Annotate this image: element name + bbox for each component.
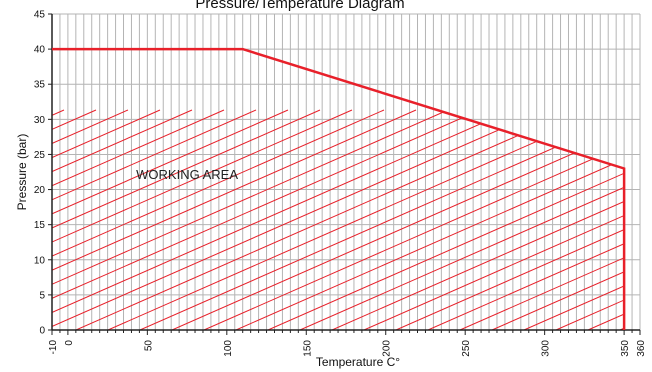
hatch-line — [52, 109, 161, 330]
axes — [48, 13, 641, 335]
hatch-line — [52, 109, 385, 330]
hatch-line — [427, 109, 625, 330]
hatch-line — [52, 109, 545, 330]
hatch-line — [52, 109, 193, 330]
hatch-line — [52, 109, 321, 330]
y-axis-label: Pressure (bar) — [15, 134, 29, 211]
hatch-line — [52, 109, 257, 330]
hatch-line — [267, 109, 625, 330]
working-area-hatch — [52, 109, 625, 330]
hatch-line — [555, 109, 625, 330]
x-tick-labels: -10 0 50 100 150 200 250 300 350 360 — [48, 340, 647, 357]
x-tick-label: 250 — [461, 340, 472, 357]
y-tick-label: 40 — [34, 45, 46, 56]
y-tick-labels: 0 5 10 15 20 25 30 35 40 45 — [34, 10, 46, 337]
hatch-line — [363, 109, 625, 330]
hatch-line — [75, 109, 577, 330]
hatch-line — [331, 109, 625, 330]
y-tick-label: 0 — [39, 326, 45, 337]
hatch-line — [52, 109, 449, 330]
y-tick-label: 35 — [34, 80, 46, 91]
hatch-line — [52, 109, 353, 330]
series-boundary-line — [52, 47, 626, 330]
x-tick-label: -10 — [48, 340, 59, 355]
x-tick-label: 350 — [620, 340, 631, 357]
hatch-line — [523, 109, 625, 330]
hatch-line — [52, 109, 225, 330]
hatch-line — [107, 109, 609, 330]
hatch-line — [139, 109, 625, 330]
y-tick-label: 20 — [34, 185, 46, 196]
hatch-line — [299, 109, 625, 330]
hatch-line — [235, 109, 625, 330]
y-tick-label: 45 — [34, 10, 46, 21]
hatch-line — [52, 109, 513, 330]
hatch-line — [52, 109, 417, 330]
chart-title: Pressure/Temperature Diagram — [195, 0, 404, 12]
x-tick-label: 200 — [382, 340, 393, 357]
x-axis-label: Temperature C° — [316, 355, 400, 369]
hatch-line — [459, 109, 625, 330]
y-tick-label: 10 — [34, 255, 46, 266]
y-tick-label: 15 — [34, 220, 46, 231]
annotation-working-area: WORKING AREA — [136, 167, 238, 182]
x-tick-label: 0 — [64, 340, 75, 346]
x-tick-label: 360 — [636, 340, 647, 357]
series-layer — [52, 47, 626, 330]
y-tick-label: 5 — [39, 290, 45, 301]
x-tick-label: 50 — [143, 340, 154, 352]
x-tick-label: 100 — [223, 340, 234, 357]
y-tick-label: 25 — [34, 150, 46, 161]
x-tick-label: 300 — [541, 340, 552, 357]
hatch-line — [491, 109, 625, 330]
hatch-line — [52, 109, 289, 330]
hatch-line — [52, 109, 481, 330]
hatch-line — [395, 109, 625, 330]
x-tick-label: 150 — [302, 340, 313, 357]
y-tick-label: 30 — [34, 115, 46, 126]
hatch-line — [587, 109, 625, 330]
